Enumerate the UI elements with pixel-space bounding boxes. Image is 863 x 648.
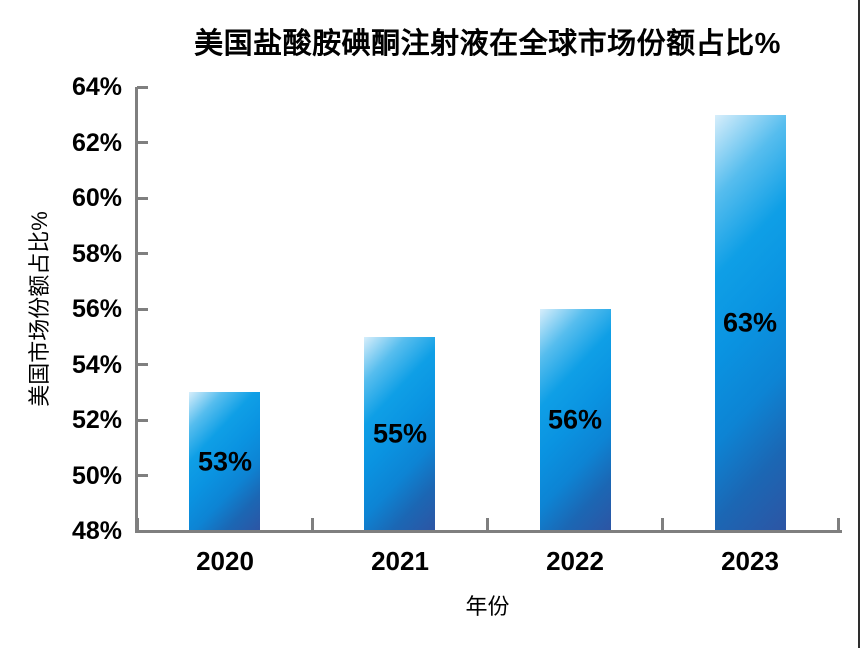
x-axis-title: 年份 [465,594,510,619]
x-tick-label: 2020 [196,546,254,576]
bar-2021 [364,337,435,530]
bar-value-label: 63% [722,307,778,338]
bar-value-label: 53% [197,446,253,477]
y-tick-mark [137,252,148,255]
y-tick-label: 60% [71,184,122,212]
y-tick-label: 54% [71,351,122,379]
x-tick-label: 2022 [546,546,604,576]
x-tick-mark [661,518,664,531]
right-edge-line [858,0,860,648]
x-tick-mark [311,518,314,531]
y-tick-label: 48% [71,517,122,545]
bar-value-label: 55% [372,418,428,449]
y-tick-mark [137,474,148,477]
x-axis-line [135,530,842,533]
y-tick-label: 58% [71,240,122,268]
y-tick-mark [137,419,148,422]
y-tick-label: 50% [71,462,122,490]
y-tick-mark [137,197,148,200]
y-axis-line [135,87,138,533]
bar-2022 [540,309,611,530]
y-tick-mark [137,530,148,533]
y-tick-mark [137,141,148,144]
x-tick-mark [486,518,489,531]
y-tick-label: 62% [71,129,122,157]
chart-title: 美国盐酸胺碘酮注射液在全球市场份额占比% [194,28,781,60]
y-tick-mark [137,308,148,311]
y-tick-label: 56% [71,295,122,323]
y-tick-label: 52% [71,406,122,434]
bar-2020 [189,392,260,530]
y-tick-label: 64% [71,73,122,101]
y-tick-mark [137,86,148,89]
y-tick-mark [137,363,148,366]
bar-value-label: 56% [547,404,603,435]
bar-2023 [715,115,786,530]
x-tick-label: 2023 [721,546,779,576]
x-tick-mark [837,518,840,531]
x-tick-mark [136,518,139,531]
x-tick-label: 2021 [371,546,429,576]
